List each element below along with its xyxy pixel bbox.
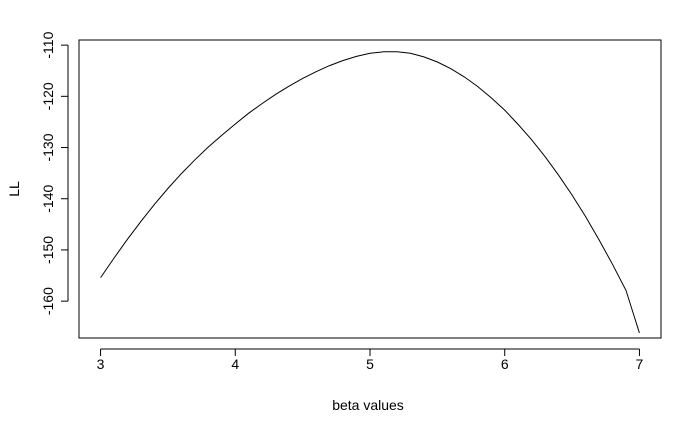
plot-frame [78, 39, 662, 339]
series-line [100, 51, 640, 334]
x-tick-label: 4 [231, 356, 239, 372]
x-axis: 3 4 5 6 7 [97, 348, 644, 372]
y-tick-label: -160 [40, 287, 56, 315]
y-tick-label: -140 [40, 185, 56, 213]
y-tick-label: -130 [40, 133, 56, 161]
x-tick-label: 7 [636, 356, 644, 372]
x-tick-label: 3 [97, 356, 105, 372]
y-tick-label: -110 [40, 31, 56, 58]
y-axis: -160 -150 -140 -130 -120 -110 [40, 31, 69, 315]
x-axis-label: beta values [332, 397, 404, 413]
x-tick-label: 6 [501, 356, 509, 372]
y-tick-label: -150 [40, 236, 56, 264]
x-tick-label: 5 [366, 356, 374, 372]
y-tick-label: -120 [40, 82, 56, 110]
plot-series [100, 51, 640, 334]
y-axis-label: LL [6, 181, 22, 197]
